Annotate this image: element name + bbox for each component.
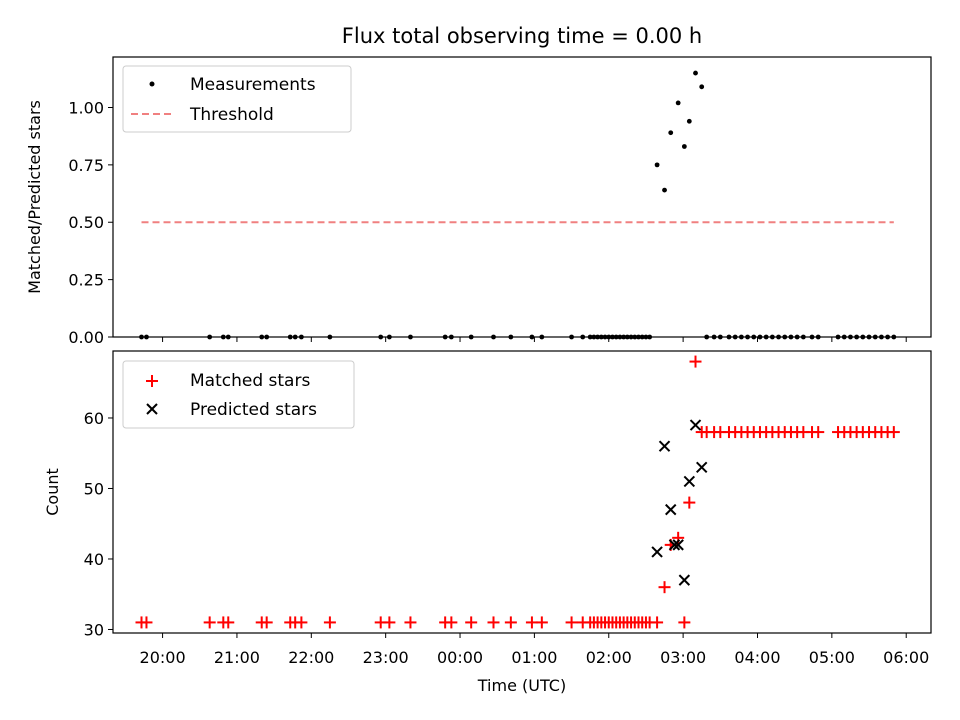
top-panel: Flux total observing time = 0.00 h 0.000… bbox=[25, 24, 932, 347]
matched-star-point bbox=[658, 581, 671, 594]
bottom-legend: Matched stars Predicted stars bbox=[122, 360, 355, 429]
matched-star-point bbox=[487, 616, 500, 629]
predicted-star-stroke-b bbox=[696, 461, 708, 474]
x-tick-label: 01:00 bbox=[511, 648, 557, 667]
matched-star-point bbox=[678, 616, 691, 629]
predicted-star-stroke-b bbox=[658, 440, 671, 452]
predicted-star-point bbox=[665, 503, 677, 516]
x-tick-label: 06:00 bbox=[883, 648, 929, 667]
matched-stars-series bbox=[135, 355, 900, 629]
bottom-y-axis-label: Count bbox=[43, 468, 62, 516]
matched-star-point bbox=[887, 426, 900, 439]
measurement-point bbox=[675, 100, 681, 106]
matched-star-point bbox=[565, 616, 578, 629]
x-tick-label: 21:00 bbox=[214, 648, 260, 667]
predicted-star-stroke-b bbox=[651, 546, 663, 558]
x-tick-label: 23:00 bbox=[363, 648, 409, 667]
x-tick-label: 04:00 bbox=[734, 648, 780, 667]
matched-star-point bbox=[812, 426, 825, 439]
matched-star-point bbox=[689, 355, 702, 368]
measurement-point bbox=[662, 187, 667, 193]
matched-star-point bbox=[222, 616, 235, 629]
legend-matched-marker bbox=[146, 375, 158, 387]
top-legend-frame bbox=[122, 65, 352, 133]
bottom-x-axis-ticks: 20:00 21:00 22:00 23:00 00:00 01:00 02:00 03:00… bbox=[140, 633, 929, 667]
top-y-axis-label: Matched/Predicted stars bbox=[25, 100, 44, 294]
bottom-y-axis-ticks: 30 40 50 60 bbox=[84, 409, 113, 639]
measurement-point bbox=[681, 144, 687, 149]
predicted-star-point bbox=[678, 574, 691, 586]
matched-star-point bbox=[445, 616, 458, 629]
bottom-y-tick-label: 60 bbox=[84, 409, 104, 428]
predicted-star-stroke-b bbox=[668, 539, 681, 551]
matched-star-point bbox=[203, 616, 216, 629]
top-x-axis-ticks bbox=[162, 337, 907, 342]
matched-star-point bbox=[651, 616, 664, 629]
bottom-y-tick-label: 30 bbox=[84, 620, 104, 639]
bottom-y-tick-label: 50 bbox=[84, 479, 104, 498]
predicted-star-stroke-b bbox=[678, 574, 691, 586]
matched-star-point bbox=[504, 616, 517, 629]
bottom-panel: 30 40 50 60 20:00 21:00 22:00 23:00 00:00 01:00 0… bbox=[43, 350, 932, 695]
top-y-tick-label: 1.00 bbox=[68, 98, 104, 117]
x-tick-label: 22:00 bbox=[288, 648, 334, 667]
matched-star-point bbox=[295, 616, 308, 629]
top-y-tick-label: 0.75 bbox=[68, 156, 104, 175]
predicted-stars-series bbox=[651, 419, 708, 586]
top-y-axis-ticks: 0.00 0.25 0.50 0.75 1.00 bbox=[68, 98, 113, 347]
top-y-tick-label: 0.25 bbox=[68, 271, 104, 290]
bottom-legend-frame bbox=[122, 360, 355, 429]
predicted-star-stroke-b bbox=[665, 503, 677, 516]
top-y-tick-label: 0.00 bbox=[68, 328, 104, 347]
measurement-point bbox=[668, 130, 674, 136]
x-tick-label: 20:00 bbox=[140, 648, 186, 667]
bottom-y-tick-label: 40 bbox=[84, 550, 104, 569]
x-tick-label: 05:00 bbox=[809, 648, 855, 667]
top-y-tick-label: 0.50 bbox=[68, 213, 104, 232]
legend-predicted-marker bbox=[146, 403, 158, 415]
predicted-star-point bbox=[672, 539, 684, 551]
predicted-star-stroke-b bbox=[672, 539, 684, 551]
x-tick-label: 00:00 bbox=[437, 648, 483, 667]
bottom-plot-frame bbox=[112, 350, 932, 634]
predicted-star-stroke-b bbox=[683, 475, 696, 488]
predicted-star-stroke-b bbox=[689, 419, 702, 431]
legend-predicted-label: Predicted stars bbox=[190, 400, 317, 420]
predicted-star-point bbox=[683, 475, 696, 488]
predicted-star-point bbox=[668, 539, 681, 551]
predicted-star-point bbox=[696, 461, 708, 474]
matched-star-point bbox=[535, 616, 548, 629]
top-legend: Measurements Threshold bbox=[122, 65, 352, 133]
legend-measurements-label: Measurements bbox=[190, 75, 316, 95]
legend-threshold-label: Threshold bbox=[189, 105, 274, 125]
matched-star-point bbox=[465, 616, 478, 629]
measurement-point bbox=[686, 118, 692, 124]
matched-star-point bbox=[140, 616, 153, 629]
matched-star-point bbox=[683, 496, 696, 509]
measurement-point bbox=[693, 70, 698, 76]
legend-measurements-marker bbox=[149, 81, 155, 87]
predicted-star-point bbox=[689, 419, 702, 431]
matched-star-point bbox=[404, 616, 417, 629]
x-axis-label: Time (UTC) bbox=[477, 676, 566, 695]
matched-star-point bbox=[323, 616, 336, 629]
measurement-point bbox=[654, 162, 660, 168]
predicted-star-point bbox=[651, 546, 663, 558]
x-tick-label: 02:00 bbox=[586, 648, 632, 667]
measurement-point bbox=[699, 84, 705, 90]
legend-matched-label: Matched stars bbox=[190, 371, 310, 391]
matched-star-point bbox=[383, 616, 396, 629]
predicted-star-point bbox=[658, 440, 671, 452]
x-tick-label: 03:00 bbox=[660, 648, 706, 667]
chart-title: Flux total observing time = 0.00 h bbox=[342, 24, 702, 48]
matched-star-point bbox=[260, 616, 273, 629]
top-plot-frame bbox=[112, 56, 932, 338]
